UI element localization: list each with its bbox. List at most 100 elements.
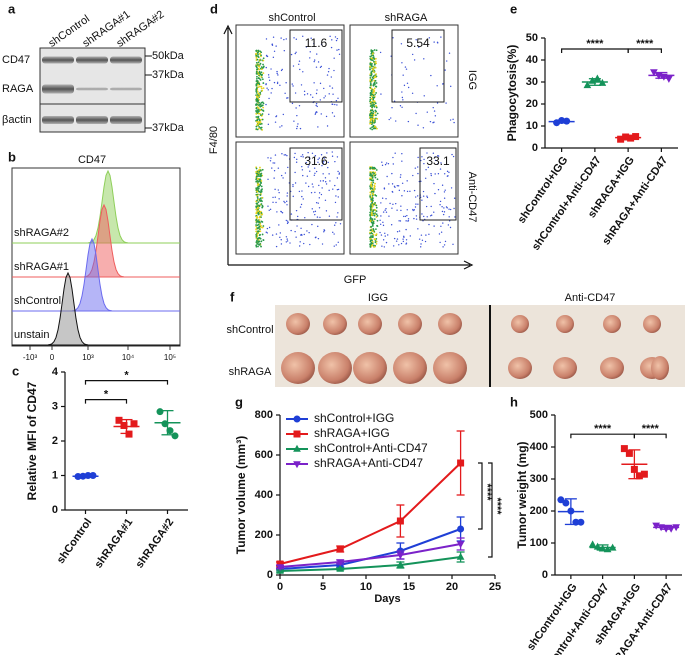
gate-value: 31.6 [304, 154, 328, 168]
flow-dot [390, 224, 393, 226]
flow-dot [276, 81, 279, 83]
flow-dot [280, 210, 282, 213]
data-point [577, 518, 585, 526]
flow-dot [309, 243, 311, 246]
flow-dot [292, 185, 294, 188]
flow-dot [380, 215, 382, 217]
flow-dot [372, 190, 374, 193]
flow-dot [400, 174, 402, 176]
flow-dot [261, 118, 264, 121]
flow-dot [405, 220, 407, 222]
flow-dot [369, 127, 372, 130]
flow-dot [374, 126, 377, 128]
flow-dot [426, 195, 428, 197]
flow-dot [443, 244, 446, 246]
flow-dot [268, 76, 270, 79]
flow-dot [259, 194, 262, 196]
flow-dot [374, 234, 377, 237]
flow-dot [317, 225, 319, 228]
flow-dot [260, 122, 263, 125]
flow-dot [332, 103, 334, 106]
flow-dot [325, 210, 328, 212]
flow-dot [296, 125, 298, 128]
flow-dot [336, 49, 338, 51]
flow-dot [437, 172, 440, 175]
panel-letter: g [235, 394, 243, 409]
flow-dot [296, 158, 298, 161]
data-point [456, 541, 465, 549]
flow-dot [271, 167, 273, 169]
data-point [635, 472, 643, 480]
data-point [336, 545, 344, 553]
flow-dot [323, 160, 325, 163]
flow-dot [369, 177, 371, 180]
flow-dot [324, 199, 327, 201]
flow-dot [318, 207, 321, 209]
flow-dot [272, 201, 274, 204]
flow-dot [389, 202, 391, 205]
flow-dot [383, 188, 386, 190]
flow-dot [308, 158, 311, 160]
flow-dot [371, 166, 374, 169]
flow-dot [391, 207, 393, 209]
flow-dot [319, 180, 322, 182]
flow-dot [293, 37, 295, 39]
tumor [643, 315, 661, 333]
flow-dot [394, 152, 396, 154]
flow-dot [296, 225, 298, 227]
flow-dot [375, 49, 378, 52]
flow-dot [255, 90, 258, 93]
flow-dot [292, 184, 294, 186]
flow-dot [301, 169, 304, 171]
flow-dot [260, 212, 263, 214]
flow-dot [285, 200, 288, 203]
flow-dot [430, 205, 432, 208]
sig-bracket [488, 462, 493, 558]
flow-dot [372, 54, 375, 57]
flow-dot [256, 66, 258, 69]
flow-dot [280, 243, 283, 245]
gate [289, 29, 343, 103]
flow-dot [369, 113, 371, 116]
flow-dot [260, 199, 263, 202]
flow-dot [421, 156, 423, 158]
flow-dot [370, 181, 373, 184]
flow-dot [369, 195, 371, 197]
flow-dot [421, 239, 424, 242]
flow-dot [281, 68, 283, 71]
flow-dot [374, 171, 377, 174]
flow-dot [319, 99, 322, 101]
flow-dot [370, 229, 373, 232]
flow-dot [307, 185, 310, 188]
flow-dot [306, 93, 309, 95]
data-point [130, 420, 138, 428]
series-line [279, 543, 461, 568]
sig-bracket [478, 462, 483, 530]
tumor [556, 315, 574, 333]
flow-dot [442, 213, 445, 216]
data-point [293, 461, 301, 469]
flow-dot [295, 107, 297, 109]
flow-dot [327, 161, 329, 164]
flow-dot [311, 152, 314, 155]
flow-dot [369, 178, 372, 181]
flow-dot [443, 191, 446, 193]
flow-dot [400, 242, 403, 245]
x-tick-label: 20 [446, 581, 458, 593]
flow-dot [256, 90, 259, 93]
flow-dot [258, 219, 261, 221]
flow-dot [419, 246, 422, 248]
flow-dot [449, 226, 452, 229]
flow-dot [255, 80, 258, 83]
flow-dot [257, 63, 259, 66]
flow-dot [268, 79, 271, 82]
flow-dot [312, 186, 314, 188]
y-tick-label: 0 [267, 569, 273, 581]
flow-dot [407, 120, 410, 123]
flow-dot [336, 156, 339, 158]
flow-dot [336, 189, 339, 191]
flow-dot [369, 81, 372, 83]
flow-dot [257, 169, 260, 172]
flow-dot [369, 76, 372, 79]
data-point [562, 499, 570, 507]
